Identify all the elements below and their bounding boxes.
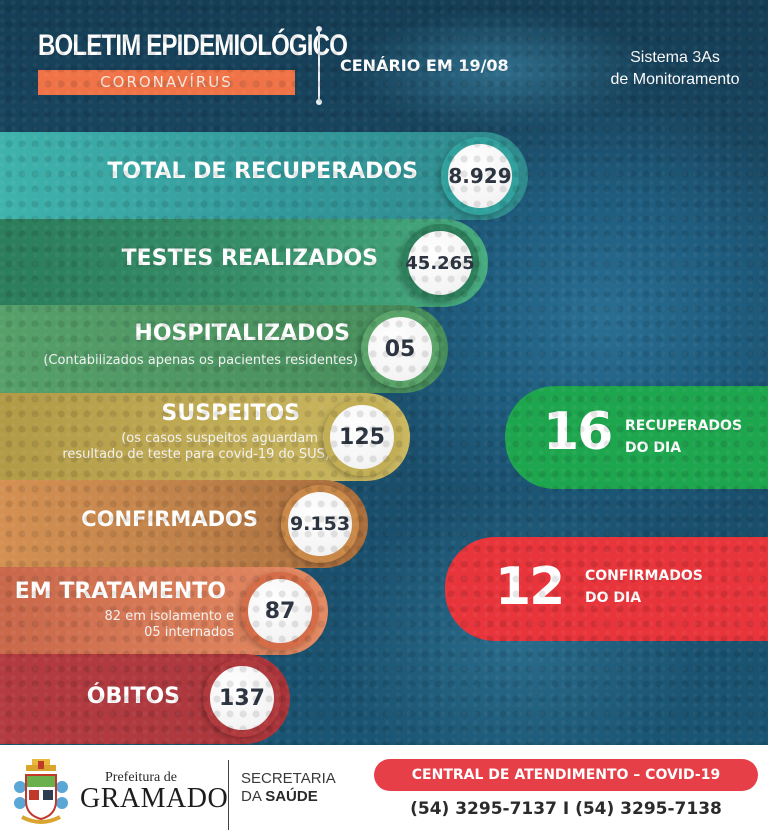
daily-recovered-label: RECUPERADOS DO DIA [625,415,742,459]
scenario-date: CENÁRIO EM 19/08 [340,56,509,75]
stat-label: TOTAL DE RECUPERADOS [107,159,418,184]
footer-divider [228,760,229,830]
stat-note-line-1: 82 em isolamento e [104,609,234,624]
stat-note-line-2: 05 internados [144,625,234,640]
daily-confirmed-line-2: DO DIA [585,590,642,606]
stat-value-badge: 9.153 [281,485,359,563]
stat-label: EM TRATAMENTO [14,579,226,604]
stat-value-badge: 45.265 [401,224,479,302]
stat-note: (os casos suspeitos aguardam o resultado… [62,431,330,463]
secretaria-line-2: DA SAÚDE [241,788,318,805]
stat-label: CONFIRMADOS [81,507,258,531]
stat-note-line-1: (os casos suspeitos aguardam o [121,431,330,446]
municipal-coat-of-arms-icon [14,759,68,824]
central-atendimento-banner: CENTRAL DE ATENDIMENTO – COVID-19 [374,759,758,791]
stat-label: TESTES REALIZADOS [121,246,378,271]
system-line-2: de Monitoramento [610,71,740,88]
monitoring-system: Sistema 3As de Monitoramento [590,47,760,91]
stat-value-badge: 87 [241,572,319,650]
daily-confirmed-line-1: CONFIRMADOS [585,568,703,584]
secretaria-saude: SAÚDE [265,788,318,805]
prefeitura-label: Prefeitura de [105,770,177,785]
daily-confirmed-label: CONFIRMADOS DO DIA [585,565,703,609]
stat-value-badge: 05 [361,310,439,388]
daily-confirmed-pill: 12 CONFIRMADOS DO DIA [445,537,768,641]
stat-label: ÓBITOS [86,684,180,709]
stat-row-suspected: SUSPEITOS (os casos suspeitos aguardam o… [0,393,410,481]
daily-recovered-line-2: DO DIA [625,440,682,456]
daily-recovered-value: 16 [543,402,613,462]
secretaria-da: DA [241,788,266,805]
stat-note-line-2: resultado de teste para covid-19 do SUS) [62,447,330,462]
header-divider [316,26,322,105]
stat-row-in-treatment: EM TRATAMENTO 82 em isolamento e 05 inte… [0,567,328,655]
secretaria-line-1: SECRETARIA [241,770,336,787]
stat-note: 82 em isolamento e 05 internados [105,609,234,641]
contact-phones: (54) 3295-7137 I (54) 3295-7138 [410,799,722,819]
daily-confirmed-value: 12 [495,557,565,617]
stat-row-confirmed: CONFIRMADOS 9.153 [0,480,368,568]
stat-row-hospitalized: HOSPITALIZADOS (Contabilizados apenas os… [0,305,448,393]
bulletin-subtitle: CORONAVÍRUS [38,70,295,95]
city-name: GRAMADO [80,783,229,814]
bulletin-title: BOLETIM EPIDEMIOLÓGICO [38,29,348,62]
stat-label: HOSPITALIZADOS [134,321,350,346]
bulletin-poster: BOLETIM EPIDEMIOLÓGICO CORONAVÍRUS CENÁR… [0,0,768,745]
stat-value-badge: 8.929 [441,137,519,215]
stat-value-badge: 137 [203,659,281,737]
stat-row-tests: TESTES REALIZADOS 45.265 [0,219,488,307]
stat-value-badge: 125 [323,398,401,476]
stat-row-total-recovered: TOTAL DE RECUPERADOS 8.929 [0,132,528,220]
footer: Prefeitura de GRAMADO SECRETARIA DA SAÚD… [0,745,768,836]
system-line-1: Sistema 3As [630,49,720,66]
stat-note: (Contabilizados apenas os pacientes resi… [43,353,358,368]
stat-label: SUSPEITOS [161,401,300,426]
stat-row-deaths: ÓBITOS 137 [0,654,290,744]
daily-recovered-line-1: RECUPERADOS [625,418,743,434]
daily-recovered-pill: 16 RECUPERADOS DO DIA [505,386,768,489]
